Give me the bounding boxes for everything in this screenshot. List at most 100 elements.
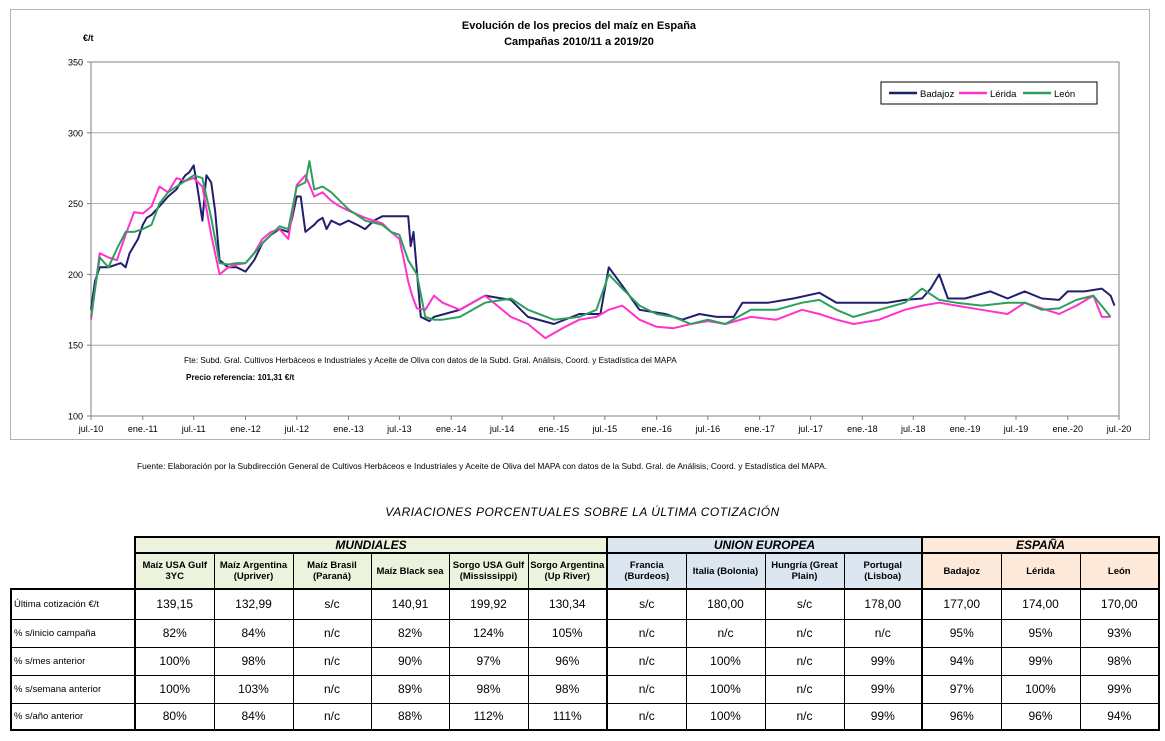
table-cell: 99% — [843, 702, 923, 731]
table-cell: n/c — [685, 618, 766, 648]
column-header: Maíz USA Gulf 3YC — [134, 552, 215, 590]
series-line-lérida — [90, 174, 1111, 340]
price-line-chart: 100 150 200 250 300 350 jul.-10 ene.-11 jul.-11 e… — [68, 20, 1131, 434]
x-tick-label: jul.-14 — [489, 424, 515, 434]
table-cell: 105% — [527, 618, 608, 648]
table-cell: 180,00 — [685, 588, 766, 620]
table-cell: 93% — [1079, 618, 1160, 648]
table-cell: 95% — [921, 618, 1002, 648]
column-header: Portugal (Lisboa) — [843, 552, 923, 590]
table-cell: 112% — [448, 702, 529, 731]
table-cell: n/c — [606, 618, 687, 648]
table-cell: 98% — [213, 646, 294, 676]
table-cell: 103% — [213, 674, 294, 704]
x-tick-label: ene.-18 — [847, 424, 878, 434]
x-tick-label: jul.-10 — [78, 424, 104, 434]
group-header: MUNDIALES — [134, 536, 608, 554]
table-cell: 94% — [921, 646, 1002, 676]
x-tick-label: jul.-11 — [181, 424, 206, 434]
x-tick-label: ene.-20 — [1053, 424, 1084, 434]
row-label: % s/semana anterior — [10, 674, 136, 704]
column-header: Maíz Brasil (Paraná) — [292, 552, 372, 590]
table-cell: 98% — [1079, 646, 1160, 676]
table-cell: 99% — [843, 646, 923, 676]
table-cell: 100% — [134, 674, 215, 704]
row-label: Última cotización €/t — [10, 588, 136, 620]
table-cell: s/c — [606, 588, 687, 620]
x-tick-label: jul.-19 — [1003, 424, 1029, 434]
table-cell: 178,00 — [843, 588, 923, 620]
corner-blank — [11, 537, 135, 553]
y-tick-label: 250 — [68, 199, 83, 209]
table-cell: 100% — [1000, 674, 1081, 704]
table-cell: n/c — [606, 674, 687, 704]
table-cell: 99% — [843, 674, 923, 704]
table-cell: 80% — [134, 702, 215, 731]
table-cell: 124% — [448, 618, 529, 648]
chart-subtitle: Campañas 2010/11 a 2019/20 — [504, 36, 654, 48]
series-line-león — [90, 160, 1112, 325]
x-tick-label: jul.-16 — [695, 424, 721, 434]
table-cell: n/c — [843, 618, 923, 648]
table-cell: 174,00 — [1000, 588, 1081, 620]
table-cell: 89% — [370, 674, 450, 704]
table-cell: 100% — [685, 674, 766, 704]
table-cell: 100% — [685, 702, 766, 731]
column-header: Sorgo Argentina (Up River) — [527, 552, 608, 590]
x-tick-label: ene.-14 — [436, 424, 467, 434]
table-cell: 139,15 — [134, 588, 215, 620]
table-cell: 97% — [448, 646, 529, 676]
chart-frame: 100 150 200 250 300 350 jul.-10 ene.-11 jul.-11 e… — [10, 9, 1150, 440]
table-cell: n/c — [764, 702, 845, 731]
table-cell: n/c — [292, 618, 372, 648]
table-cell: 94% — [1079, 702, 1160, 731]
table-cell: 140,91 — [370, 588, 450, 620]
column-header: Badajoz — [921, 552, 1002, 590]
table-title: VARIACIONES PORCENTUALES SOBRE LA ÚLTIMA… — [385, 505, 780, 519]
row-label: % s/año anterior — [10, 702, 136, 731]
table-cell: 130,34 — [527, 588, 608, 620]
x-tick-label: jul.-17 — [797, 424, 823, 434]
column-header: Lérida — [1000, 552, 1081, 590]
y-tick-label: 150 — [68, 341, 83, 351]
row-label: % s/mes anterior — [10, 646, 136, 676]
table-cell: 132,99 — [213, 588, 294, 620]
legend-label: Lérida — [990, 89, 1017, 100]
series-line-badajoz — [90, 164, 1116, 325]
variations-table: MUNDIALES UNION EUROPEA ESPAÑA Maíz USA Gul… — [10, 536, 1160, 731]
column-header: Francia (Burdeos) — [606, 552, 687, 590]
column-header: Italia (Bolonia) — [685, 552, 766, 590]
x-tick-label: ene.-12 — [230, 424, 261, 434]
table-cell: 98% — [448, 674, 529, 704]
table-cell: 96% — [921, 702, 1002, 731]
row-label: % s/inicio campaña — [10, 618, 136, 648]
corner-blank — [11, 553, 135, 589]
table-cell: 100% — [685, 646, 766, 676]
table-cell: n/c — [606, 702, 687, 731]
source-note: Fuente: Elaboración por la Subdirección … — [137, 461, 828, 471]
y-tick-label: 100 — [68, 412, 83, 422]
x-tick-label: jul.-12 — [283, 424, 309, 434]
table-cell: 170,00 — [1079, 588, 1160, 620]
table-cell: 96% — [527, 646, 608, 676]
table-cell: 98% — [527, 674, 608, 704]
column-header: Maíz Argentina (Upriver) — [213, 552, 294, 590]
chart-annotation-reference: Precio referencia: 101,31 €/t — [186, 373, 295, 382]
table-cell: 199,92 — [448, 588, 529, 620]
x-tick-label: ene.-13 — [333, 424, 364, 434]
x-tick-label: ene.-11 — [128, 424, 158, 434]
table-cell: n/c — [292, 674, 372, 704]
table-cell: n/c — [764, 618, 845, 648]
column-header: Hungría (Great Plain) — [764, 552, 845, 590]
table-cell: 99% — [1000, 646, 1081, 676]
table-cell: 97% — [921, 674, 1002, 704]
column-header: Maíz Black sea — [370, 552, 450, 590]
chart-annotation-source: Fte: Subd. Gral. Cultivos Herbáceos e In… — [184, 356, 677, 365]
y-tick-label: 300 — [68, 128, 83, 138]
table-cell: 90% — [370, 646, 450, 676]
table-cell: s/c — [764, 588, 845, 620]
x-tick-label: ene.-16 — [641, 424, 672, 434]
x-tick-label: jul.-18 — [900, 424, 926, 434]
legend-label: León — [1054, 89, 1075, 100]
table-cell: 84% — [213, 618, 294, 648]
